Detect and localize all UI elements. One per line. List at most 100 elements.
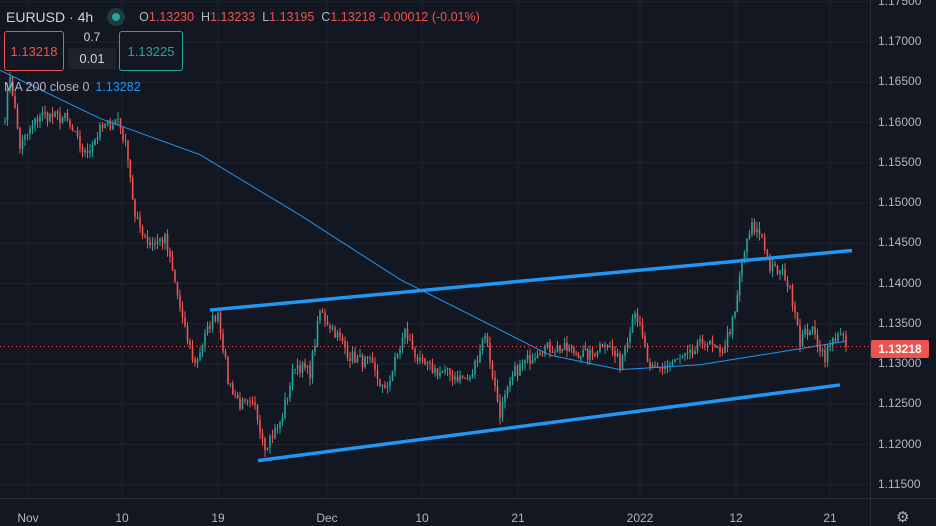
candle-up	[689, 349, 691, 353]
candle-down	[719, 347, 721, 353]
candle-down	[16, 107, 19, 129]
ma-indicator-legend[interactable]: MA 200 close 0 1.13282	[4, 80, 141, 94]
candle-down	[416, 357, 419, 362]
candle-down	[227, 356, 229, 384]
candle-up	[534, 358, 536, 360]
candle-up	[539, 353, 541, 356]
candle-up	[124, 140, 127, 142]
trendline-upper-channel	[209, 248, 853, 312]
candle-down	[366, 357, 369, 359]
candle-down	[139, 217, 141, 227]
spread-display: 0.7 0.01	[68, 30, 116, 69]
candle-up	[801, 334, 804, 347]
candle-up	[199, 352, 201, 360]
candle-down	[774, 263, 776, 266]
candle-down	[309, 365, 311, 379]
candle-up	[117, 118, 119, 120]
candle-down	[354, 351, 356, 363]
candle-up	[536, 355, 539, 359]
candle-down	[374, 362, 376, 370]
candle-down	[784, 269, 786, 281]
candle-up	[544, 346, 546, 355]
quantity-input[interactable]: 0.01	[68, 48, 116, 69]
candle-down	[794, 306, 796, 313]
candle-up	[29, 128, 31, 135]
candle-down	[239, 398, 241, 409]
candle-down	[321, 310, 324, 313]
candle-up	[509, 380, 511, 387]
candle-up	[21, 139, 24, 149]
candle-up	[736, 295, 739, 312]
candle-up	[401, 337, 404, 349]
settings-gear-icon[interactable]: ⚙	[896, 509, 910, 526]
ohlc-values: O1.13230 H1.13233 L1.13195 C1.13218 -0.0…	[139, 10, 480, 24]
candle-down	[611, 346, 614, 352]
candle-up	[621, 355, 624, 370]
candle-up	[94, 139, 96, 146]
candle-down	[249, 401, 251, 403]
candle-up	[696, 342, 699, 351]
candle-up	[706, 344, 709, 346]
candle-down	[176, 281, 179, 296]
candle-up	[666, 365, 669, 368]
candle-up	[504, 394, 506, 403]
candle-down	[244, 399, 246, 401]
candle-down	[334, 327, 336, 338]
y-tick-label: 1.12500	[878, 396, 922, 411]
candle-down	[714, 345, 716, 348]
candle-up	[506, 386, 509, 395]
candle-down	[461, 375, 464, 378]
candle-up	[811, 326, 814, 332]
candle-up	[748, 234, 751, 239]
candle-up	[396, 353, 399, 358]
candle-up	[561, 349, 564, 352]
candle-up	[589, 350, 591, 360]
candle-up	[89, 151, 91, 153]
candle-down	[326, 321, 329, 326]
candle-down	[339, 332, 341, 338]
symbol-name[interactable]: EURUSD · 4h	[6, 9, 94, 25]
candle-down	[824, 349, 826, 363]
candle-up	[756, 228, 758, 233]
candle-down	[191, 345, 194, 360]
candle-up	[669, 364, 671, 366]
candle-up	[389, 380, 391, 386]
candle-down	[169, 250, 171, 257]
candle-down	[14, 96, 16, 108]
candle-down	[586, 348, 589, 360]
candle-up	[266, 447, 269, 450]
candle-down	[411, 339, 414, 349]
candle-down	[414, 348, 416, 358]
candle-down	[559, 345, 561, 352]
candle-up	[686, 352, 689, 354]
candle-down	[429, 362, 431, 364]
x-tick-label: 10	[415, 511, 429, 525]
candle-down	[259, 420, 261, 433]
candle-down	[729, 331, 731, 335]
candle-up	[582, 350, 584, 357]
candle-up	[446, 368, 449, 370]
candle-down	[494, 377, 496, 387]
candle-down	[476, 360, 479, 363]
trendline-lower-channel	[257, 383, 841, 463]
candle-up	[301, 362, 304, 374]
candle-up	[521, 363, 524, 365]
candle-up	[563, 342, 566, 350]
candle-up	[351, 351, 354, 361]
sell-button[interactable]: 1.13218	[4, 31, 64, 71]
candle-down	[19, 128, 21, 149]
candle-up	[684, 353, 686, 357]
candle-up	[99, 124, 101, 138]
candle-up	[734, 311, 736, 318]
candle-down	[431, 362, 434, 373]
candle-down	[271, 436, 274, 438]
candle-up	[311, 351, 314, 379]
candle-up	[724, 345, 726, 354]
y-tick-label: 1.12000	[878, 436, 922, 451]
candle-down	[76, 131, 79, 136]
candle-down	[81, 147, 84, 153]
candle-down	[646, 347, 649, 363]
candle-up	[741, 258, 743, 276]
buy-button[interactable]: 1.13225	[119, 31, 183, 71]
